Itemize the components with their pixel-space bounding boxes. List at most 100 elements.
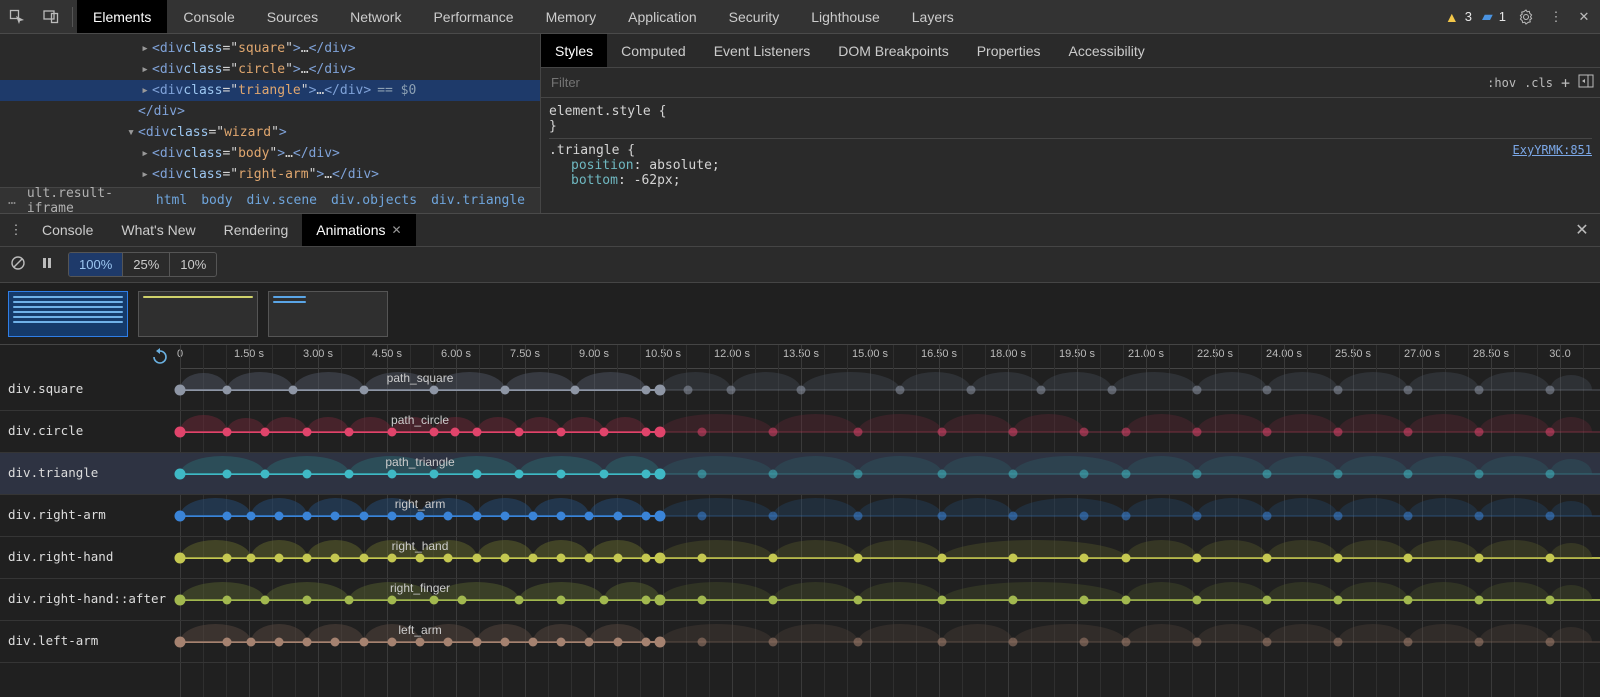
keyframe[interactable] <box>175 510 186 521</box>
keyframe[interactable] <box>769 427 778 436</box>
keyframe[interactable] <box>1009 637 1018 646</box>
animation-group-thumb[interactable] <box>138 291 258 337</box>
keyframe[interactable] <box>331 553 340 562</box>
keyframe[interactable] <box>557 469 566 478</box>
keyframe[interactable] <box>641 469 650 478</box>
source-link[interactable]: ExyYRMK:851 <box>1513 143 1592 157</box>
tab-close-icon[interactable]: ✕ <box>392 223 402 237</box>
keyframe[interactable] <box>274 637 283 646</box>
keyframe[interactable] <box>684 385 693 394</box>
keyframe[interactable] <box>698 595 707 604</box>
track-lane[interactable]: right_finger <box>180 579 1600 620</box>
keyframe[interactable] <box>387 469 396 478</box>
keyframe[interactable] <box>345 595 354 604</box>
keyframe[interactable] <box>529 637 538 646</box>
styles-tab-properties[interactable]: Properties <box>963 34 1055 67</box>
keyframe[interactable] <box>1404 469 1413 478</box>
keyframe[interactable] <box>500 511 509 520</box>
keyframe[interactable] <box>222 595 231 604</box>
styles-tab-accessibility[interactable]: Accessibility <box>1055 34 1159 67</box>
keyframe[interactable] <box>387 427 396 436</box>
keyframe[interactable] <box>1545 511 1554 520</box>
tab-application[interactable]: Application <box>612 0 713 33</box>
close-icon[interactable]: ✕ <box>1572 0 1596 34</box>
breadcrumb-item[interactable]: div.objects <box>324 193 424 208</box>
keyframe[interactable] <box>1263 553 1272 562</box>
keyframe[interactable] <box>359 553 368 562</box>
keyframe[interactable] <box>557 427 566 436</box>
keyframe[interactable] <box>260 427 269 436</box>
keyframe[interactable] <box>1122 553 1131 562</box>
keyframe[interactable] <box>938 469 947 478</box>
keyframe[interactable] <box>500 553 509 562</box>
keyframe[interactable] <box>472 427 481 436</box>
hov-toggle[interactable]: :hov <box>1487 76 1516 90</box>
keyframe[interactable] <box>599 595 608 604</box>
replay-icon[interactable] <box>150 347 170 367</box>
keyframe[interactable] <box>1122 637 1131 646</box>
keyframe[interactable] <box>246 637 255 646</box>
keyframe[interactable] <box>444 637 453 646</box>
keyframe[interactable] <box>726 385 735 394</box>
keyframe[interactable] <box>599 427 608 436</box>
keyframe[interactable] <box>175 552 186 563</box>
keyframe[interactable] <box>1079 469 1088 478</box>
keyframe[interactable] <box>1333 385 1342 394</box>
keyframe[interactable] <box>444 511 453 520</box>
drawer-kebab-icon[interactable]: ⋮ <box>4 222 28 238</box>
track-lane[interactable]: path_circle <box>180 411 1600 452</box>
keyframe[interactable] <box>1079 595 1088 604</box>
keyframe[interactable] <box>500 637 509 646</box>
keyframe[interactable] <box>222 469 231 478</box>
keyframe[interactable] <box>1333 595 1342 604</box>
keyframe[interactable] <box>1475 595 1484 604</box>
keyframe[interactable] <box>853 553 862 562</box>
keyframe[interactable] <box>246 553 255 562</box>
tab-sources[interactable]: Sources <box>251 0 334 33</box>
keyframe[interactable] <box>303 511 312 520</box>
keyframe[interactable] <box>1079 553 1088 562</box>
keyframe[interactable] <box>175 384 186 395</box>
message-icon[interactable]: ▰ <box>1482 8 1493 25</box>
keyframe[interactable] <box>769 469 778 478</box>
keyframe[interactable] <box>1475 511 1484 520</box>
breadcrumb-overflow[interactable]: … <box>8 193 20 208</box>
keyframe[interactable] <box>222 385 231 394</box>
keyframe[interactable] <box>1475 427 1484 436</box>
keyframe[interactable] <box>1122 511 1131 520</box>
keyframe[interactable] <box>585 637 594 646</box>
keyframe[interactable] <box>966 385 975 394</box>
keyframe[interactable] <box>274 511 283 520</box>
keyframe[interactable] <box>514 595 523 604</box>
keyframe[interactable] <box>557 553 566 562</box>
keyframe[interactable] <box>1475 469 1484 478</box>
breadcrumb-item[interactable]: body <box>194 193 239 208</box>
keyframe[interactable] <box>430 427 439 436</box>
pause-icon[interactable] <box>40 256 54 273</box>
track-row[interactable]: div.right-handright_hand <box>0 537 1600 579</box>
keyframe[interactable] <box>1263 427 1272 436</box>
keyframe[interactable] <box>641 511 650 520</box>
time-ruler[interactable]: 01.50 s3.00 s4.50 s6.00 s7.50 s9.00 s10.… <box>180 345 1600 369</box>
keyframe[interactable] <box>1192 595 1201 604</box>
keyframe[interactable] <box>416 553 425 562</box>
keyframe[interactable] <box>1009 595 1018 604</box>
keyframe[interactable] <box>303 637 312 646</box>
keyframe[interactable] <box>472 637 481 646</box>
keyframe[interactable] <box>1122 427 1131 436</box>
rate-100[interactable]: 100% <box>69 253 122 276</box>
keyframe[interactable] <box>1404 637 1413 646</box>
keyframe[interactable] <box>345 469 354 478</box>
keyframe[interactable] <box>1009 427 1018 436</box>
dom-node[interactable]: ▾<div class="wizard"> <box>0 122 540 143</box>
keyframe[interactable] <box>444 553 453 562</box>
drawer-tab-animations[interactable]: Animations✕ <box>302 214 415 246</box>
keyframe[interactable] <box>698 637 707 646</box>
keyframe[interactable] <box>529 511 538 520</box>
keyframe[interactable] <box>345 427 354 436</box>
keyframe[interactable] <box>514 427 523 436</box>
keyframe[interactable] <box>1107 385 1116 394</box>
keyframe[interactable] <box>359 637 368 646</box>
breadcrumb-item[interactable]: ult.result-iframe <box>20 186 149 214</box>
keyframe[interactable] <box>430 595 439 604</box>
